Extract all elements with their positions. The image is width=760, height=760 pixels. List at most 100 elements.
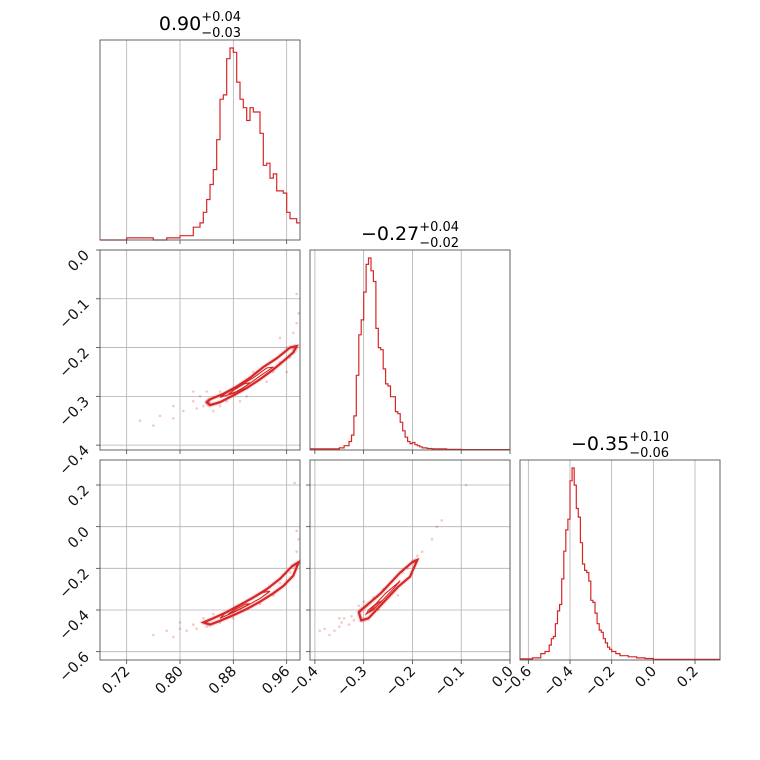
scatter-01-ytick-label: 0.0 xyxy=(65,248,93,276)
scatter-01-point xyxy=(198,395,202,398)
scatter-01-point xyxy=(245,395,248,398)
scatter-12-point xyxy=(318,629,322,633)
scatter-01-point xyxy=(138,419,142,423)
param-2-title: −0.35+0.10 xyxy=(571,430,669,455)
scatter-01-point xyxy=(202,404,205,408)
param-0-title-minus: −0.03 xyxy=(201,26,241,41)
scatter-01-point xyxy=(295,292,299,296)
scatter-02-point xyxy=(178,621,182,624)
scatter-01-point xyxy=(212,409,215,413)
scatter-12-point xyxy=(333,629,336,633)
scatter-12-point xyxy=(416,554,419,558)
hist-p1-grid xyxy=(314,250,511,450)
scatter-12-point xyxy=(350,615,353,618)
scatter-02-point xyxy=(288,571,292,574)
scatter-12-xtick-label: −0.3 xyxy=(334,664,370,700)
scatter-01-ytick-label: −0.2 xyxy=(57,345,93,381)
scatter-02-scatter xyxy=(152,481,302,639)
scatter-12-contour-1 xyxy=(357,557,420,622)
scatter-02-ytick-label: −0.2 xyxy=(57,566,93,602)
scatter-02-point xyxy=(293,481,297,485)
scatter-01-point xyxy=(295,321,299,325)
scatter-12-point xyxy=(430,537,434,541)
scatter-12-point xyxy=(396,594,400,597)
hist-p1-histogram-line xyxy=(310,257,510,451)
param-1-title-plus: +0.04 xyxy=(419,220,459,235)
hist-p2-frame xyxy=(519,459,721,661)
scatter-01-point xyxy=(172,417,175,420)
scatter-02-ytick-label: 0.2 xyxy=(65,483,93,511)
scatter-01-frame xyxy=(99,249,301,451)
param-1-title: −0.27+0.04 xyxy=(361,220,459,245)
scatter-01-ytick-label: −0.1 xyxy=(57,296,93,332)
scatter-02-grid xyxy=(100,460,300,660)
scatter-12-point xyxy=(342,617,346,620)
scatter-01-point xyxy=(225,399,228,403)
hist-p0-frame xyxy=(99,39,301,241)
scatter-01-point xyxy=(172,404,175,408)
scatter-02-point xyxy=(178,627,182,631)
scatter-01-scatter xyxy=(138,292,301,427)
hist-p2-histogram-line xyxy=(520,467,720,660)
scatter-01-ytick-label: −0.3 xyxy=(57,394,93,430)
scatter-12-scatter xyxy=(318,483,468,637)
hist-p0-histogram-line xyxy=(100,47,300,241)
param-2-title-minus: −0.06 xyxy=(629,446,669,461)
scatter-01-point xyxy=(285,370,289,374)
scatter-12-point xyxy=(338,625,341,628)
scatter-01-point xyxy=(158,414,162,418)
scatter-12-point xyxy=(440,519,444,522)
scatter-02-point xyxy=(195,627,198,631)
hist-p2-xtick-label: −0.2 xyxy=(582,664,618,700)
scatter-01-point xyxy=(285,346,289,349)
scatter-02-xtick-label: 0.80 xyxy=(153,664,187,698)
scatter-01-point xyxy=(192,390,195,393)
param-0-title-value: 0.90 xyxy=(159,13,201,35)
scatter-02-point xyxy=(152,633,155,637)
hist-p2-xtick-label: 0.0 xyxy=(633,664,661,692)
scatter-12-point xyxy=(328,633,331,637)
scatter-01-contour-2 xyxy=(219,366,274,398)
param-2-title-plus: +0.10 xyxy=(629,430,669,445)
scatter-01-point xyxy=(195,407,198,410)
scatter-01-point xyxy=(218,404,222,408)
scatter-01-contour-3 xyxy=(227,382,251,395)
scatter-02-xtick-label: 0.88 xyxy=(206,664,240,698)
scatter-02-point xyxy=(295,529,299,533)
scatter-01-contour-1 xyxy=(205,344,299,407)
scatter-02-point xyxy=(185,629,188,633)
scatter-02-contour-3 xyxy=(227,603,251,615)
scatter-02-ytick-label: −0.4 xyxy=(57,608,93,644)
scatter-12-point xyxy=(420,550,424,553)
scatter-02-point xyxy=(278,581,282,585)
scatter-02-point xyxy=(192,623,195,626)
scatter-02-point xyxy=(165,629,168,633)
scatter-02-xtick-label: 0.72 xyxy=(99,664,133,698)
param-1-title-value: −0.27 xyxy=(361,223,419,245)
scatter-12-point xyxy=(435,525,439,528)
scatter-12-point xyxy=(340,621,344,624)
scatter-01-point xyxy=(297,312,301,315)
scatter-01-point xyxy=(292,331,295,335)
scatter-02-ytick-label: 0.0 xyxy=(65,524,93,552)
scatter-12-xtick-label: −0.4 xyxy=(285,664,321,700)
scatter-12-xtick-label: −0.2 xyxy=(383,664,419,700)
scatter-01-grid xyxy=(100,249,300,450)
scatter-01-point xyxy=(218,390,222,393)
param-0-title: 0.90+0.04 xyxy=(159,10,241,35)
scatter-01-point xyxy=(192,399,195,403)
scatter-02-point xyxy=(297,537,301,541)
scatter-01-point xyxy=(272,370,275,374)
scatter-01-point xyxy=(238,399,242,403)
scatter-02-frame xyxy=(99,459,301,661)
scatter-02-point xyxy=(232,617,235,620)
scatter-02-point xyxy=(205,625,208,628)
param-2-title-value: −0.35 xyxy=(571,433,629,455)
scatter-01-point xyxy=(265,380,269,384)
scatter-12-point xyxy=(347,623,351,626)
scatter-12-point xyxy=(323,627,326,631)
param-1-title-minus: −0.02 xyxy=(419,236,459,251)
scatter-02-point xyxy=(295,550,299,553)
scatter-02-point xyxy=(172,635,175,639)
